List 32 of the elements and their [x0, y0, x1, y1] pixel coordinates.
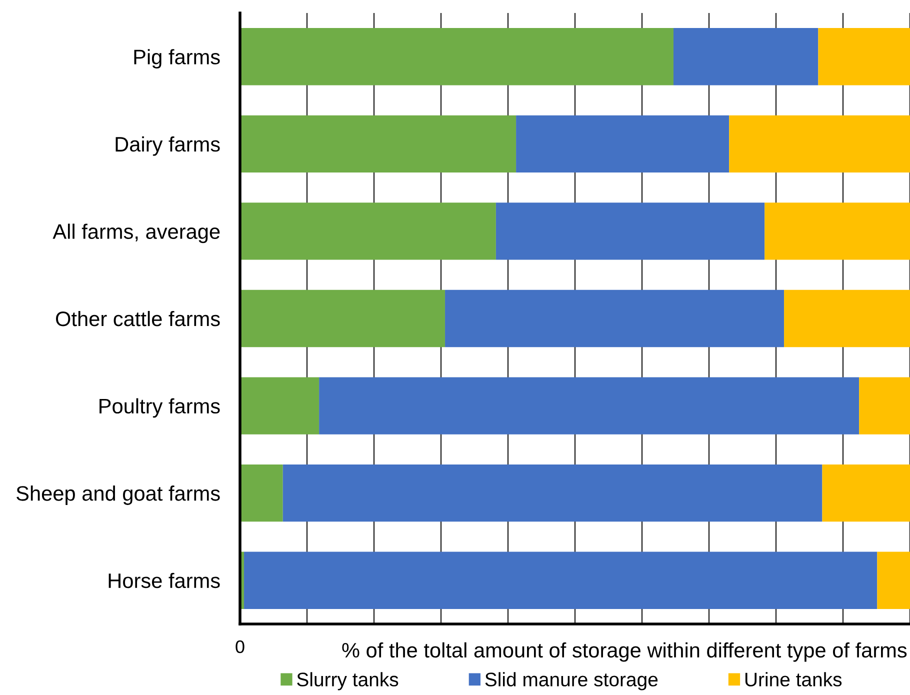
- bar: [496, 202, 765, 260]
- bar: [822, 464, 910, 522]
- bar: [516, 115, 730, 173]
- bar: [240, 202, 496, 260]
- bar: [818, 28, 910, 86]
- y-tick-label: Dairy farms: [116, 136, 220, 156]
- bar: [240, 464, 283, 522]
- bar: [729, 115, 910, 173]
- y-tick-label: Poultry farms: [100, 398, 220, 418]
- bar: [859, 377, 910, 434]
- bar: [673, 28, 818, 86]
- y-tick-label: Other cattle farms: [56, 310, 220, 326]
- legend-label: Slid manure storage: [485, 672, 658, 690]
- bar: [445, 290, 784, 348]
- x-axis-title: % of the toltal amount of storage within different type of farms: [342, 642, 907, 662]
- legend-label: Urine tanks: [745, 672, 842, 686]
- y-tick-label: Pig farms: [134, 49, 220, 69]
- y-tick-label: All farms, average: [52, 224, 220, 244]
- bar: [877, 552, 910, 609]
- bar: [240, 28, 674, 86]
- bar: [244, 552, 878, 609]
- y-tick-label: Horse farms: [108, 572, 220, 588]
- bar: [240, 115, 516, 173]
- bar: [784, 290, 910, 348]
- bar: [282, 464, 822, 522]
- bar: [240, 377, 320, 434]
- legend-label: Slurry tanks: [297, 672, 398, 690]
- y-tick-label: Sheep and goat farms: [16, 486, 220, 505]
- bar: [319, 377, 860, 434]
- text: 0: [236, 640, 244, 654]
- bar: [764, 202, 910, 260]
- bar: [240, 290, 446, 348]
